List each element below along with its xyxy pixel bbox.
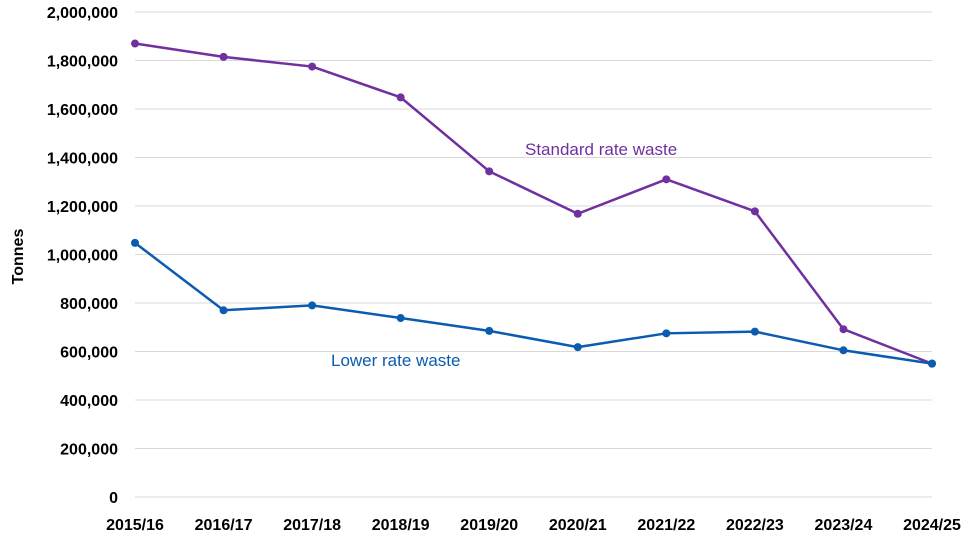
data-point bbox=[750, 207, 759, 216]
series-label-lower-rate: Lower rate waste bbox=[331, 351, 460, 370]
data-point bbox=[485, 167, 494, 176]
y-tick-label: 1,800,000 bbox=[47, 54, 118, 71]
y-tick-label: 800,000 bbox=[60, 296, 118, 313]
y-tick-label: 0 bbox=[109, 490, 118, 507]
data-point bbox=[131, 39, 139, 48]
data-point bbox=[396, 314, 405, 323]
y-axis-title: Tonnes bbox=[10, 229, 27, 285]
series-lower-rate-waste bbox=[131, 238, 936, 368]
y-tick-label: 1,000,000 bbox=[47, 248, 118, 265]
x-tick-label: 2020/21 bbox=[549, 517, 607, 534]
series-line bbox=[134, 241, 933, 365]
x-tick-label: 2015/16 bbox=[106, 517, 164, 534]
y-tick-label: 400,000 bbox=[60, 393, 118, 410]
x-tick-label: 2021/22 bbox=[637, 517, 695, 534]
y-axis-ticks: 0 200,000 400,000 600,000 800,000 1,000,000 1,… bbox=[47, 5, 118, 507]
series-label-standard-rate: Standard rate waste bbox=[525, 140, 677, 159]
y-tick-label: 600,000 bbox=[60, 345, 118, 362]
y-tick-label: 1,400,000 bbox=[47, 151, 118, 168]
x-tick-label: 2016/17 bbox=[195, 517, 253, 534]
data-point bbox=[662, 175, 671, 184]
y-tick-label: 1,200,000 bbox=[47, 199, 118, 216]
series-standard-rate-waste bbox=[131, 39, 936, 368]
y-tick-label: 2,000,000 bbox=[47, 5, 118, 22]
data-point bbox=[485, 326, 494, 335]
y-tick-label: 200,000 bbox=[60, 442, 118, 459]
data-point bbox=[750, 327, 759, 336]
x-tick-label: 2019/20 bbox=[460, 517, 518, 534]
data-point bbox=[839, 346, 848, 355]
data-point bbox=[219, 52, 228, 61]
x-tick-label: 2022/23 bbox=[726, 517, 784, 534]
x-tick-label: 2018/19 bbox=[372, 517, 430, 534]
data-point bbox=[662, 329, 671, 338]
y-tick-label: 1,600,000 bbox=[47, 102, 118, 119]
gridlines bbox=[135, 11, 932, 498]
series-lines bbox=[131, 39, 936, 368]
data-point bbox=[131, 238, 139, 247]
data-point bbox=[308, 301, 317, 310]
data-point bbox=[573, 343, 582, 352]
data-point bbox=[839, 325, 848, 334]
data-point bbox=[396, 93, 405, 102]
x-tick-label: 2017/18 bbox=[283, 517, 341, 534]
data-point bbox=[928, 359, 936, 368]
x-axis-ticks: 2015/16 2016/17 2017/18 2018/19 2019/20 2020/… bbox=[106, 517, 961, 534]
series-line bbox=[134, 42, 933, 365]
data-point bbox=[573, 209, 582, 218]
x-tick-label: 2023/24 bbox=[815, 517, 873, 534]
data-point bbox=[219, 306, 228, 315]
x-tick-label: 2024/25 bbox=[903, 517, 961, 534]
data-point bbox=[308, 62, 317, 71]
